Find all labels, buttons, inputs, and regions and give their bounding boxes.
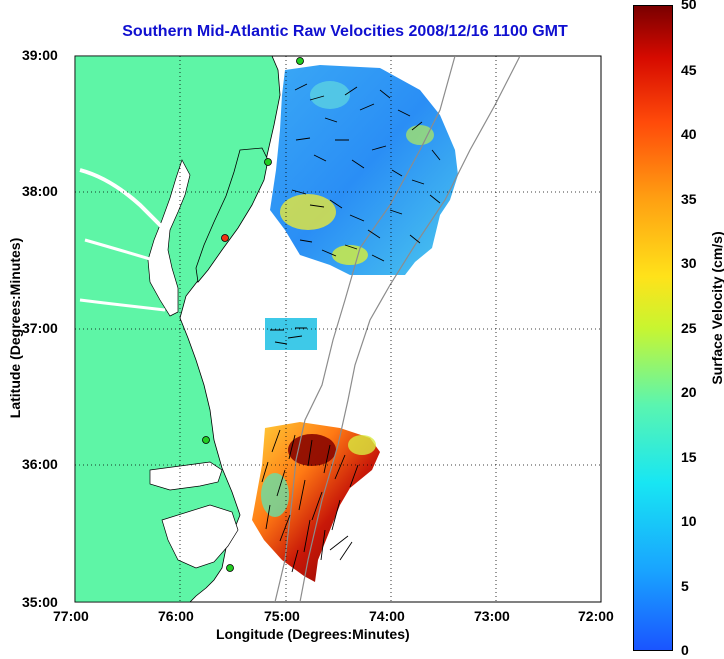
chesapeake-bay: [147, 159, 191, 317]
colorbar-tick-label: 20: [681, 384, 697, 400]
colorbar-label: Surface Velocity (cm/s): [709, 231, 724, 385]
x-tick-label: 76:00: [158, 608, 194, 624]
y-tick-label: 37:00: [22, 320, 58, 336]
colorbar-tick-label: 25: [681, 320, 697, 336]
velocity-field-mid: [265, 318, 317, 350]
x-tick-label: 75:00: [264, 608, 300, 624]
velocity-vectors: [261, 83, 441, 573]
velocity-patch-north-warm-2: [332, 245, 368, 265]
x-axis-label: Longitude (Degrees:Minutes): [216, 626, 410, 642]
river-potomac: [79, 168, 167, 232]
river-rappahannock: [84, 238, 161, 264]
river-james: [79, 298, 166, 312]
colorbar-tick-label: 15: [681, 449, 697, 465]
x-tick-label: 74:00: [369, 608, 405, 624]
velocity-field-south: [252, 422, 380, 582]
y-tick-label: 36:00: [22, 456, 58, 472]
y-tick-label: 38:00: [22, 183, 58, 199]
station-marker: [221, 234, 229, 242]
colorbar: [633, 5, 673, 651]
y-axis-label: Latitude (Degrees:Minutes): [7, 237, 23, 419]
pamlico-sound: [161, 504, 239, 569]
grid: [75, 56, 601, 602]
x-tick-label: 77:00: [53, 608, 89, 624]
station-marker: [264, 158, 272, 166]
chart-title: Southern Mid-Atlantic Raw Velocities 200…: [122, 23, 568, 40]
colorbar-tick-label: 30: [681, 255, 697, 271]
station-marker: [202, 436, 210, 444]
velocity-patch-north-cool: [310, 81, 350, 109]
colorbar-tick-label: 0: [681, 642, 689, 658]
land-delmarva: [195, 147, 269, 283]
station-marker: [226, 564, 234, 572]
colorbar-tick-label: 35: [681, 191, 697, 207]
colorbar-tick-label: 40: [681, 126, 697, 142]
velocity-patch-north-warm-3: [406, 125, 434, 145]
velocity-patch-south-cool: [261, 473, 289, 517]
bathymetry-contour-1: [274, 56, 456, 602]
velocity-patch-south-yellow: [348, 435, 376, 455]
x-tick-label: 73:00: [474, 608, 510, 624]
colorbar-tick-label: 5: [681, 578, 689, 594]
bathymetry-contour-2: [299, 56, 521, 602]
velocity-patch-north-warm-1: [280, 194, 336, 230]
x-tick-label: 72:00: [578, 608, 614, 624]
station-marker: [296, 57, 304, 65]
colorbar-tick-label: 50: [681, 0, 697, 12]
y-tick-label: 35:00: [22, 594, 58, 610]
y-tick-label: 39:00: [22, 47, 58, 63]
colorbar-tick-label: 10: [681, 513, 697, 529]
albemarle-sound: [149, 461, 223, 491]
colorbar-tick-label: 45: [681, 62, 697, 78]
